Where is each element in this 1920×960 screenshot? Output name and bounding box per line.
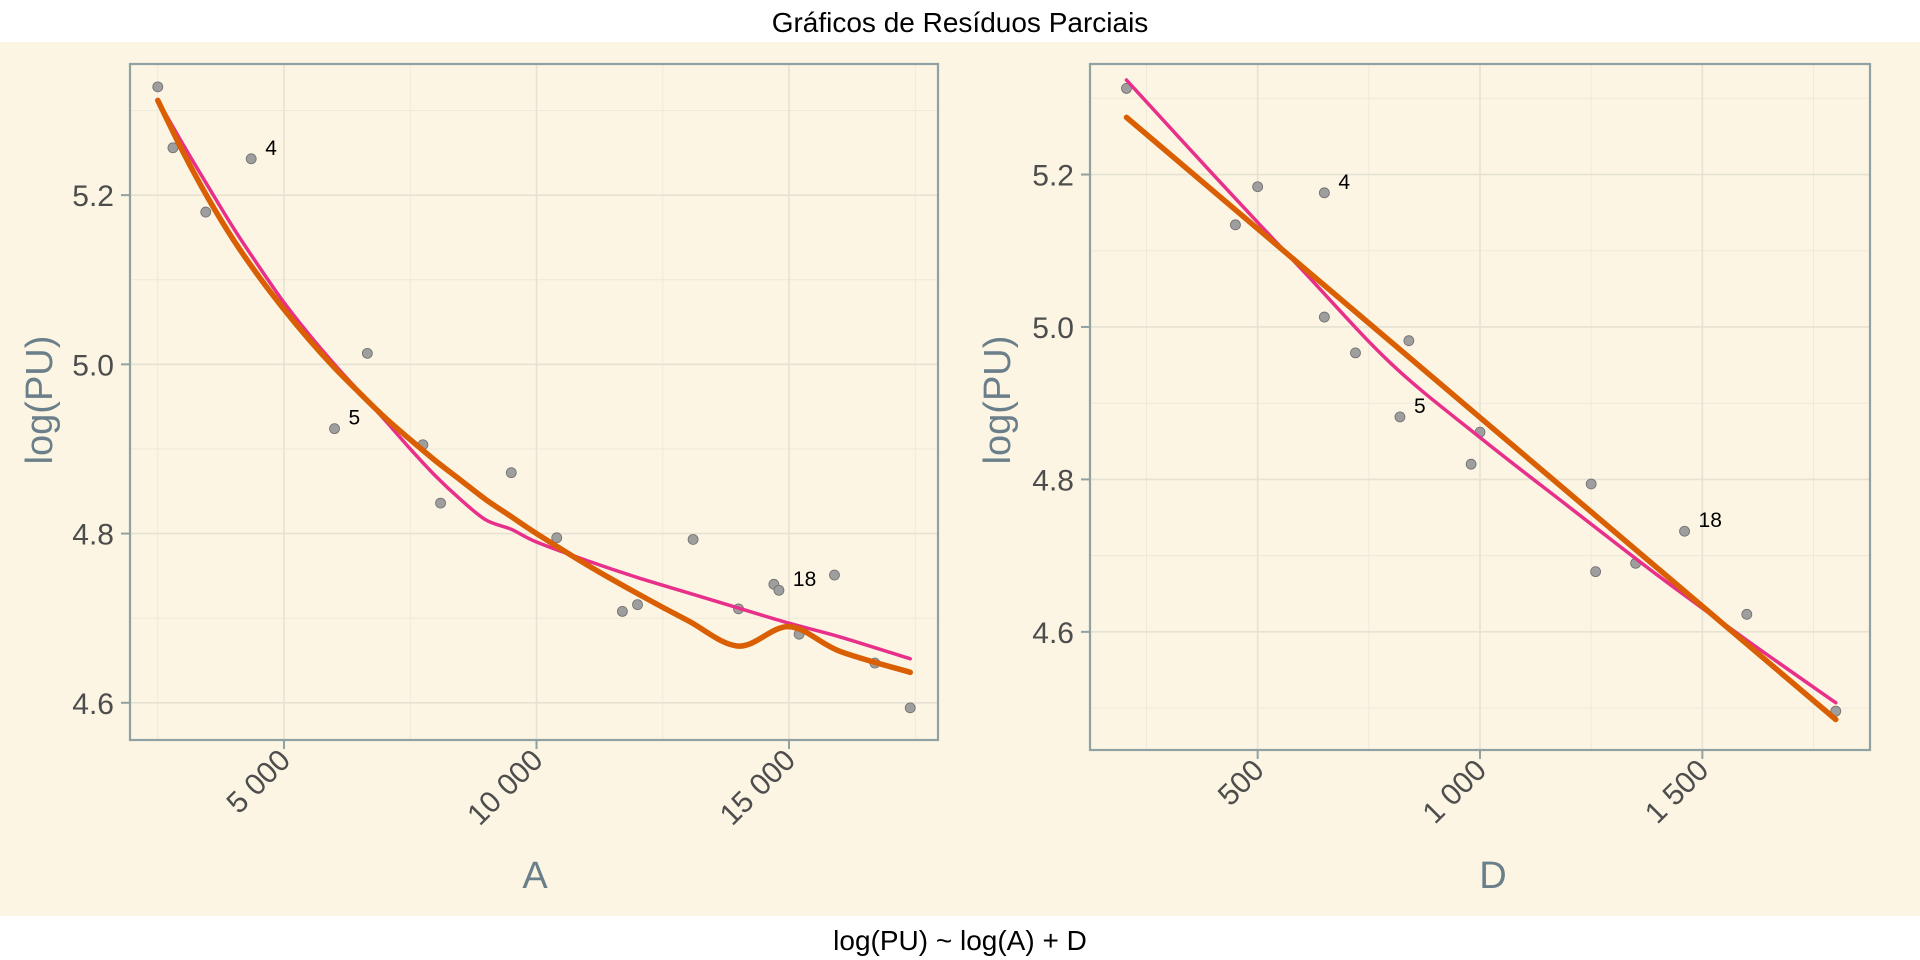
panel-d-point-label: 18 (1699, 509, 1722, 532)
panel-a-y-tick-label: 4.6 (72, 688, 114, 721)
figure-caption: log(PU) ~ log(A) + D (833, 925, 1087, 956)
panel-a-data-point (829, 569, 840, 581)
panel-d-point-label: 4 (1338, 171, 1350, 194)
panel-d-data-point (1121, 82, 1132, 94)
panel-d-y-tick-label: 4.8 (1032, 464, 1074, 497)
panel-a-data-point (361, 347, 373, 359)
panel-d-data-point (1230, 219, 1241, 231)
panel-a-data-point (773, 584, 785, 596)
panel-a-border (128, 62, 940, 742)
panel-a-data-point (632, 599, 643, 611)
panel-a-data-point (245, 153, 257, 165)
panel-a-fitted-line (155, 97, 913, 676)
panel-a-x-axis-title: A (522, 855, 548, 897)
panel-a-data-point (687, 534, 699, 545)
panel-a-point-label: 5 (349, 407, 361, 430)
panel-d-fitted-line (1123, 114, 1839, 723)
panel-d-data-point (1403, 335, 1415, 347)
panel-a-point-label: 18 (793, 568, 816, 591)
panel-d-border (1088, 62, 1872, 752)
panel-d-x-axis-title: D (1479, 855, 1506, 897)
panel-a-point-label: 4 (265, 137, 277, 160)
panel-a-data-point (505, 467, 517, 479)
panel-a-loess-line (156, 98, 912, 661)
panel-d: D log(PU) (977, 336, 1507, 897)
panel-a-data-point (616, 605, 628, 617)
panel-d-y-tick-label: 5.2 (1032, 160, 1074, 193)
panel-d-data-point (1679, 525, 1690, 537)
panel-d-point-label: 5 (1414, 395, 1426, 418)
panel-d-data-point (1318, 187, 1330, 199)
panel-d-data-point (1318, 311, 1330, 323)
panel-d-data-point (1252, 181, 1264, 193)
panel-a-data-point (551, 532, 563, 544)
panel-d-data-point (1350, 347, 1361, 359)
figure-title: Gráficos de Resíduos Parciais (772, 7, 1149, 38)
panel-d-data-point (1585, 478, 1597, 490)
panel-d-data-point (1741, 608, 1753, 620)
panel-a-data-point (329, 423, 340, 435)
panel-a-y-tick-label: 5.2 (72, 180, 114, 213)
panel-d-data-point (1590, 566, 1602, 578)
panel-a-y-axis-title: log(PU) (19, 336, 61, 465)
panel-a-data-point (904, 702, 916, 714)
panel-d-data-point (1465, 458, 1477, 470)
panel-d-y-axis-title: log(PU) (977, 336, 1019, 465)
panel-a-y-tick-label: 4.8 (72, 519, 114, 552)
panel-a-data-point (200, 206, 212, 218)
panel-a-y-tick-label: 5.0 (72, 349, 114, 382)
panel-a-data-point (152, 81, 164, 93)
panel-a: A log(PU) (19, 336, 548, 897)
panel-d-data-point (1394, 411, 1406, 423)
panel-a-data-point (435, 497, 446, 509)
panel-d-y-tick-label: 5.0 (1032, 312, 1074, 345)
panel-d-y-tick-label: 4.6 (1032, 617, 1074, 650)
